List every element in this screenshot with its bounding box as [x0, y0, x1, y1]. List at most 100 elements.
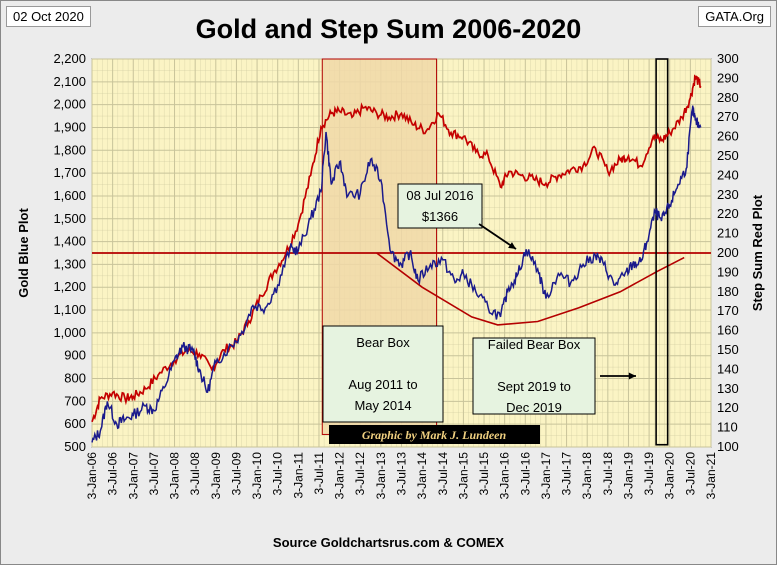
failed-bear-box-annotation-box — [472, 337, 596, 415]
y-right-tick-label: 180 — [717, 284, 739, 299]
y-right-tick-label: 220 — [717, 206, 739, 221]
credit-banner-bg — [329, 425, 540, 444]
y-right-tick-label: 280 — [717, 90, 739, 105]
y-right-tick-label: 100 — [717, 439, 739, 454]
credit-banner: Graphic by Mark J. Lundeen — [329, 425, 540, 444]
y-right-tick-label: 190 — [717, 264, 739, 279]
x-tick-label: 3-Jul-09 — [229, 452, 243, 496]
y-right-tick-label: 300 — [717, 51, 739, 66]
arrow-jul-2016-head — [508, 242, 516, 249]
y-axis-label-left: Gold Blue Plot — [16, 208, 31, 298]
jul-2016-annotation-box — [397, 183, 483, 229]
y-right-tick-label: 160 — [717, 323, 739, 338]
credit-text: Graphic by Mark J. Lundeen — [362, 428, 507, 442]
y-left-tick-label: 600 — [64, 416, 86, 431]
y-right-tick-label: 210 — [717, 226, 739, 241]
x-tick-label: 3-Jan-14 — [415, 452, 429, 500]
arrow-failed-bear-box-head — [628, 372, 636, 380]
x-tick-label: 3-Jul-13 — [395, 452, 409, 496]
y-right-tick-label: 230 — [717, 187, 739, 202]
series-line-step-sum — [91, 74, 702, 423]
y-left-tick-label: 2,000 — [53, 97, 86, 112]
y-right-tick-label: 110 — [717, 420, 738, 435]
arrow-jul-2016 — [478, 223, 517, 250]
y-right-tick-label: 270 — [717, 109, 739, 124]
failed-bear-box-annotation-line: Sept 2019 to — [497, 379, 571, 394]
x-tick-label: 3-Jan-18 — [580, 452, 594, 500]
y-left-tick-label: 1,500 — [53, 211, 86, 226]
y-right-tick-label: 130 — [717, 381, 739, 396]
x-tick-label: 3-Jul-12 — [353, 452, 367, 496]
x-tick-label: 3-Jan-08 — [168, 452, 182, 500]
y-left-tick-label: 2,100 — [53, 74, 86, 89]
trend-curve — [376, 252, 685, 326]
x-tick-label: 3-Jul-20 — [683, 452, 697, 496]
x-tick-label: 3-Jan-10 — [250, 452, 264, 500]
x-tick-label: 3-Jan-15 — [456, 452, 470, 500]
y-right-tick-label: 170 — [717, 303, 739, 318]
y-left-tick-label: 1,900 — [53, 119, 86, 134]
jul-2016-annotation-line: $1366 — [422, 209, 458, 224]
y-left-tick-label: 1,100 — [53, 302, 86, 317]
bear-box-annotation-line: Bear Box — [356, 335, 410, 350]
x-tick-label: 3-Jan-17 — [539, 452, 553, 500]
y-left-tick-label: 1,700 — [53, 165, 86, 180]
x-tick-label: 3-Jul-11 — [312, 452, 326, 495]
y-right-tick-label: 240 — [717, 167, 739, 182]
x-tick-label: 3-Jan-21 — [704, 452, 718, 500]
x-tick-label: 3-Jul-08 — [188, 452, 202, 496]
x-tick-label: 3-Jul-15 — [477, 452, 491, 496]
y-right-tick-label: 260 — [717, 129, 739, 144]
x-tick-label: 3-Jan-09 — [209, 452, 223, 500]
x-tick-label: 3-Jul-06 — [106, 452, 120, 496]
failed-bear-box-annotation-line: Failed Bear Box — [488, 337, 581, 352]
y-axis-label-right: Step Sum Red Plot — [750, 194, 765, 311]
x-tick-label: 3-Jul-19 — [642, 452, 656, 496]
y-right-tick-label: 120 — [717, 400, 739, 415]
y-left-tick-label: 900 — [64, 348, 86, 363]
x-tick-label: 3-Jan-20 — [663, 452, 677, 500]
bear-box-annotation-box — [322, 325, 444, 423]
y-left-tick-label: 1,400 — [53, 234, 86, 249]
x-tick-label: 3-Jan-06 — [85, 452, 99, 500]
x-tick-label: 3-Jan-16 — [498, 452, 512, 500]
y-right-tick-label: 200 — [717, 245, 739, 260]
x-tick-label: 3-Jul-07 — [147, 452, 161, 496]
bear-box-annotation: Bear Box Aug 2011 to May 2014 — [322, 325, 444, 423]
x-tick-label: 3-Jan-19 — [621, 452, 635, 500]
y-left-tick-label: 1,800 — [53, 142, 86, 157]
failed-bear-box-annotation: Failed Bear Box Sept 2019 to Dec 2019 — [472, 337, 596, 415]
x-tick-label: 3-Jul-10 — [271, 452, 285, 496]
bear-box-annotation-line: May 2014 — [354, 398, 411, 413]
x-tick-label: 3-Jul-17 — [560, 452, 574, 496]
y-left-tick-label: 2,200 — [53, 51, 86, 66]
x-tick-label: 3-Jan-07 — [126, 452, 140, 500]
bear-box-annotation-line: Aug 2011 to — [348, 377, 417, 392]
y-right-tick-label: 250 — [717, 148, 739, 163]
x-tick-label: 3-Jul-18 — [601, 452, 615, 496]
y-right-tick-label: 290 — [717, 70, 739, 85]
failed-bear-box-annotation-line: Dec 2019 — [506, 400, 562, 415]
y-left-tick-label: 700 — [64, 393, 86, 408]
site-label: GATA.Org — [698, 6, 771, 27]
x-tick-label: 3-Jan-12 — [333, 452, 347, 500]
jul-2016-annotation-line: 08 Jul 2016 — [406, 188, 473, 203]
source-note: Source Goldchartsrus.com & COMEX — [272, 535, 505, 550]
chart-title: Gold and Step Sum 2006-2020 — [195, 14, 582, 44]
y-right-tick-label: 140 — [717, 361, 739, 376]
failed-bear-box-outline — [655, 58, 669, 446]
y-left-tick-label: 1,300 — [53, 256, 86, 271]
y-left-tick-label: 800 — [64, 371, 86, 386]
x-tick-label: 3-Jul-16 — [518, 452, 532, 496]
y-left-tick-label: 500 — [64, 439, 86, 454]
y-left-tick-label: 1,600 — [53, 188, 86, 203]
jul-2016-annotation: 08 Jul 2016 $1366 — [397, 183, 483, 229]
date-label: 02 Oct 2020 — [6, 6, 91, 27]
series-line-gold — [91, 105, 702, 443]
x-tick-label: 3-Jan-13 — [374, 452, 388, 500]
x-tick-label: 3-Jul-14 — [436, 452, 450, 496]
y-right-tick-label: 150 — [717, 342, 739, 357]
y-left-tick-label: 1,200 — [53, 279, 86, 294]
y-left-tick-label: 1,000 — [53, 325, 86, 340]
